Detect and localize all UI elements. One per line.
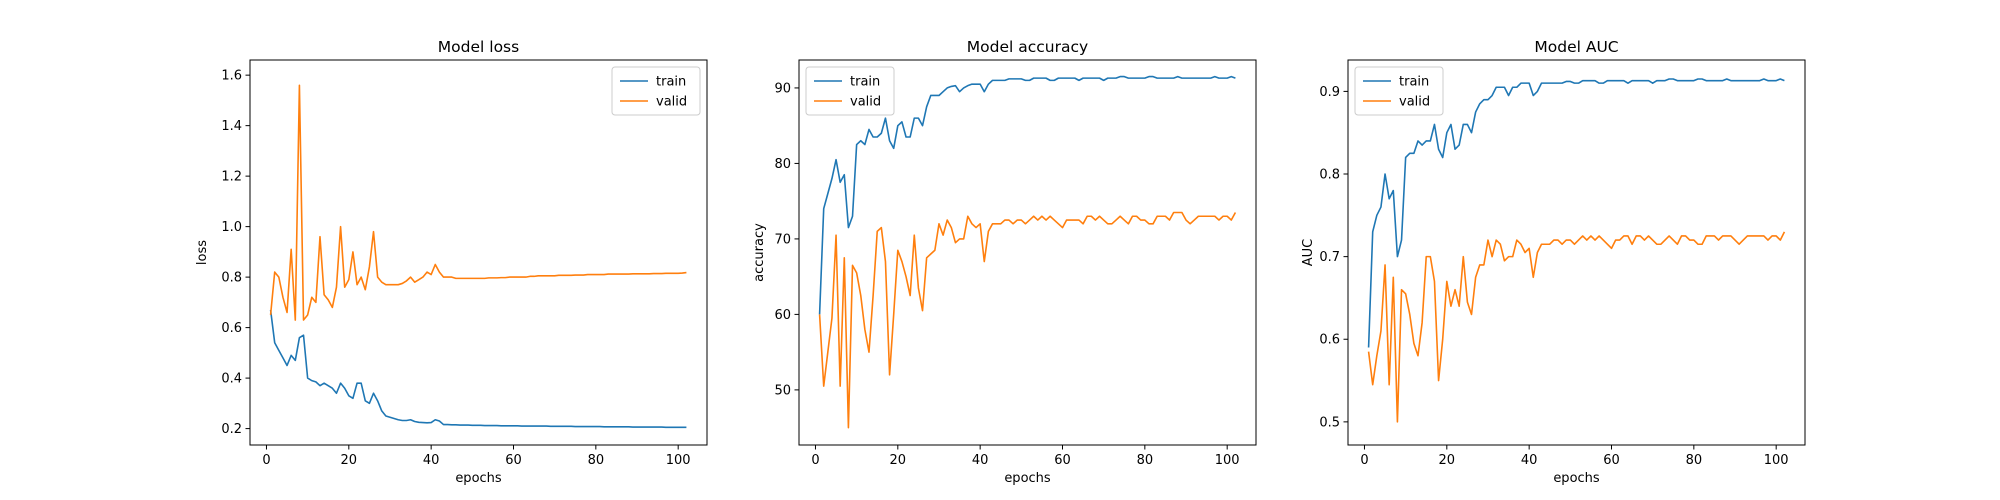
y-tick-label: 0.4	[221, 372, 242, 387]
chart-title: Model accuracy	[967, 38, 1088, 56]
series-line-valid	[1367, 231, 1786, 423]
chart-title: Model loss	[438, 38, 519, 56]
x-axis-label: epochs	[455, 471, 502, 486]
chart-panel-1: 0 20 40 60 80 100 0.2 0.4 0.6 0.8 1.0 1.2 1.4 1.6 Mode…	[195, 38, 708, 486]
legend-box	[611, 66, 701, 116]
y-tick-label: 70	[774, 232, 791, 247]
y-tick-label: 50	[774, 383, 791, 398]
x-axis-label: epochs	[1004, 471, 1051, 486]
x-axis-label: epochs	[1553, 471, 1600, 486]
y-axis-label: loss	[195, 240, 210, 265]
x-tick-label: 100	[1215, 453, 1240, 468]
legend-label-train: train	[1399, 75, 1429, 90]
series-line-train	[1367, 78, 1785, 348]
legend: train valid	[611, 66, 701, 116]
y-tick-label: 1.2	[221, 170, 242, 185]
chart-panel-3: 0 20 40 60 80 100 0.5 0.6 0.7 0.8 0.9 Model AUC epoc…	[1301, 38, 1806, 486]
y-tick-label: 0.5	[1319, 415, 1340, 430]
x-tick-label: 80	[1137, 453, 1154, 468]
legend: train valid	[1354, 66, 1444, 116]
y-tick-label: 60	[774, 308, 791, 323]
legend-box	[805, 66, 895, 116]
chart-panel-2: 0 20 40 60 80 100 50 60 70 80 90 Model accuracy epoc…	[752, 38, 1257, 486]
series-line-valid	[269, 84, 687, 321]
x-tick-label: 0	[811, 453, 819, 468]
y-tick-label: 1.0	[221, 220, 242, 235]
y-tick-label: 0.9	[1319, 85, 1340, 100]
series-line-train	[269, 309, 687, 429]
y-tick-label: 1.4	[221, 119, 242, 134]
legend-label-valid: valid	[656, 95, 687, 110]
y-tick-label: 0.8	[1319, 168, 1340, 183]
x-tick-label: 20	[1439, 453, 1456, 468]
legend-label-train: train	[850, 75, 880, 90]
x-tick-label: 60	[1603, 453, 1620, 468]
x-tick-label: 40	[423, 453, 440, 468]
x-tick-label: 60	[1054, 453, 1071, 468]
x-tick-label: 100	[666, 453, 691, 468]
x-tick-label: 20	[341, 453, 358, 468]
x-tick-label: 80	[1686, 453, 1703, 468]
x-tick-label: 0	[1360, 453, 1368, 468]
axes-frame	[249, 59, 708, 446]
y-tick-label: 0.8	[221, 271, 242, 286]
legend: train valid	[805, 66, 895, 116]
chart-title: Model AUC	[1534, 38, 1618, 56]
y-tick-label: 0.6	[1319, 333, 1340, 348]
x-tick-label: 100	[1764, 453, 1789, 468]
y-tick-label: 90	[774, 81, 791, 96]
y-tick-label: 0.7	[1319, 250, 1340, 265]
y-axis-label: AUC	[1301, 239, 1316, 267]
x-tick-label: 40	[1521, 453, 1538, 468]
y-tick-label: 0.6	[221, 321, 242, 336]
legend-label-train: train	[656, 75, 686, 90]
legend-label-valid: valid	[850, 95, 881, 110]
x-tick-label: 20	[890, 453, 907, 468]
y-tick-label: 0.2	[221, 422, 242, 437]
y-axis-label: accuracy	[752, 223, 767, 282]
axes-frame	[1347, 59, 1806, 446]
series-line-valid	[818, 211, 1237, 429]
x-tick-label: 80	[588, 453, 605, 468]
y-tick-label: 1.6	[221, 69, 242, 84]
x-tick-label: 40	[972, 453, 989, 468]
x-tick-label: 0	[262, 453, 270, 468]
y-tick-label: 80	[774, 157, 791, 172]
x-tick-label: 60	[505, 453, 522, 468]
series-line-train	[818, 75, 1236, 315]
axes-frame	[798, 59, 1257, 446]
legend-label-valid: valid	[1399, 95, 1430, 110]
legend-box	[1354, 66, 1444, 116]
